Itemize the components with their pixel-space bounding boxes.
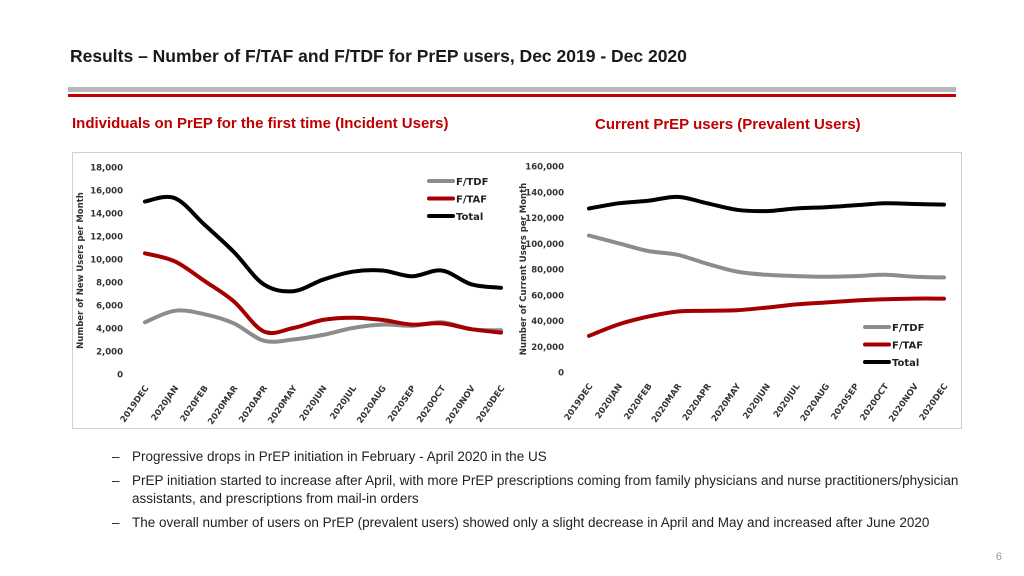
x-tick-label: 2019DEC — [119, 384, 152, 425]
y-tick-label: 60,000 — [531, 291, 564, 301]
y-tick-label: 100,000 — [525, 240, 564, 250]
x-tick-label: 2020MAY — [710, 381, 744, 423]
y-tick-label: 140,000 — [525, 188, 564, 198]
legend-label-ftdf: F/TDF — [456, 177, 488, 188]
series-line-ftaf — [587, 296, 946, 338]
legend-label-total: Total — [892, 358, 919, 369]
y-tick-label: 20,000 — [531, 343, 564, 353]
y-tick-label: 12,000 — [90, 233, 123, 243]
prevalent-users-chart: 0 20,000 40,000 60,000 80,000 100,000 120,000 1… — [519, 163, 951, 425]
x-tick-label: 2020JUL — [328, 384, 359, 422]
x-tick-label: 2020JUN — [298, 384, 330, 423]
bullet-dash: – — [112, 515, 120, 530]
legend-label-total: Total — [456, 212, 483, 223]
incident-users-chart: 0 2,000 4,000 6,000 8,000 10,000 12,000 14,000 1… — [76, 164, 508, 427]
x-tick-label: 2020JUN — [741, 382, 773, 421]
y-tick-label: 40,000 — [531, 317, 564, 327]
x-tick-label: 2020JUL — [772, 382, 803, 420]
y-tick-label: 6,000 — [96, 302, 123, 312]
legend-label-ftdf: F/TDF — [892, 323, 924, 334]
x-tick-label: 2020FEB — [179, 384, 211, 424]
series-line-total — [587, 194, 946, 214]
x-tick-label: 2020AUG — [799, 382, 832, 424]
x-tick-label: 2020MAY — [266, 383, 300, 425]
prevalent-users-heading: Current PrEP users (Prevalent Users) — [595, 116, 861, 133]
legend-label-ftaf: F/TAF — [456, 195, 487, 206]
y-tick-label: 160,000 — [525, 163, 564, 173]
finding-text: PrEP initiation started to increase afte… — [132, 473, 959, 506]
y-tick-label: 2,000 — [96, 348, 123, 358]
x-tick-label: 2020AUG — [355, 384, 388, 426]
title-divider-grey — [68, 87, 956, 92]
y-tick-label: 18,000 — [90, 164, 123, 174]
page-title: Results – Number of F/TAF and F/TDF for … — [70, 46, 687, 66]
y-axis-label: Number of New Users per Month — [76, 192, 86, 349]
bullet-dash: – — [112, 449, 120, 464]
y-tick-label: 80,000 — [531, 266, 564, 276]
x-tick-label: 2020APR — [681, 382, 714, 423]
y-tick-label: 4,000 — [96, 325, 123, 335]
finding-text: Progressive drops in PrEP initiation in … — [132, 449, 547, 464]
finding-item: – PrEP initiation started to increase af… — [112, 472, 972, 508]
y-tick-label: 16,000 — [90, 187, 123, 197]
y-tick-label: 14,000 — [90, 210, 123, 220]
finding-item: – The overall number of users on PrEP (p… — [112, 514, 972, 532]
findings-list: – Progressive drops in PrEP initiation i… — [112, 448, 972, 538]
x-tick-label: 2020SEP — [830, 382, 862, 422]
legend-label-ftaf: F/TAF — [892, 341, 923, 352]
y-tick-label: 0 — [117, 371, 123, 381]
y-tick-label: 120,000 — [525, 214, 564, 224]
series-line-total — [143, 194, 503, 294]
x-tick-label: 2020MAR — [206, 384, 240, 427]
x-tick-label: 2020JAN — [150, 384, 181, 423]
series-line-ftdf — [587, 233, 946, 280]
x-tick-label: 2020JAN — [594, 382, 625, 421]
title-divider-red — [68, 94, 956, 97]
y-tick-label: 10,000 — [90, 256, 123, 266]
y-tick-label: 0 — [558, 369, 564, 379]
x-tick-label: 2020DEC — [475, 384, 508, 425]
x-tick-label: 2020NOV — [887, 382, 921, 424]
incident-users-heading: Individuals on PrEP for the first time (… — [72, 115, 449, 132]
x-tick-label: 2020FEB — [622, 382, 654, 422]
x-tick-label: 2020SEP — [386, 384, 418, 424]
x-tick-label: 2020MAR — [650, 382, 684, 425]
series-line-ftaf — [143, 251, 503, 336]
y-axis-label: Number of Current Users per Month — [519, 183, 529, 355]
finding-item: – Progressive drops in PrEP initiation i… — [112, 448, 972, 466]
x-tick-label: 2020OCT — [415, 384, 448, 425]
charts-panel: 0 2,000 4,000 6,000 8,000 10,000 12,000 14,000 1… — [72, 152, 962, 429]
page-number: 6 — [995, 551, 1002, 563]
x-tick-label: 2019DEC — [563, 382, 596, 423]
finding-text: The overall number of users on PrEP (pre… — [132, 515, 930, 530]
x-tick-label: 2020DEC — [918, 382, 951, 423]
x-tick-label: 2020APR — [237, 384, 270, 425]
y-tick-label: 8,000 — [96, 279, 123, 289]
bullet-dash: – — [112, 473, 120, 488]
x-tick-label: 2020NOV — [444, 384, 478, 426]
x-tick-label: 2020OCT — [858, 382, 891, 423]
